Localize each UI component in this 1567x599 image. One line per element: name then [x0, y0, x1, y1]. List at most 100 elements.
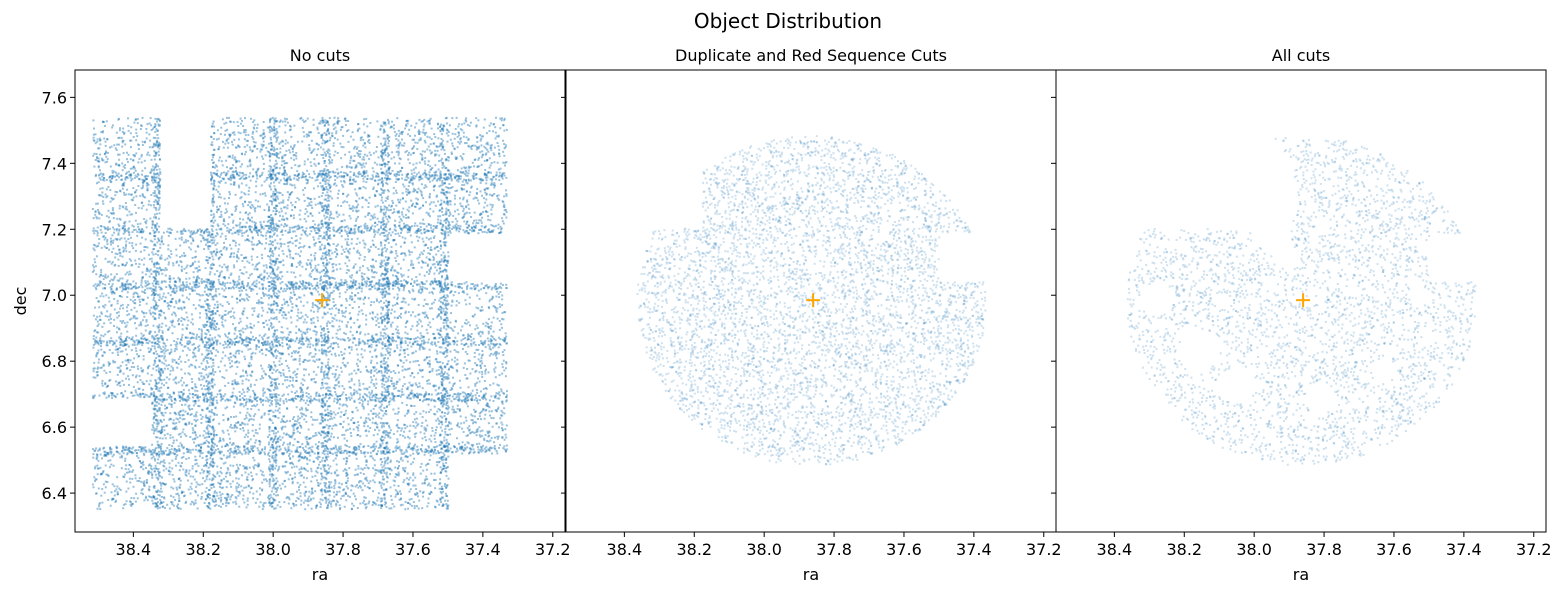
- data-point: [447, 504, 450, 507]
- scatter-points: [91, 116, 508, 511]
- data-point: [205, 475, 208, 478]
- data-point: [453, 349, 456, 351]
- data-point: [317, 484, 320, 487]
- data-point: [395, 449, 397, 452]
- data-point: [282, 372, 285, 375]
- data-point: [307, 259, 310, 261]
- data-point: [323, 121, 326, 124]
- data-point: [489, 178, 492, 181]
- data-point: [270, 141, 273, 144]
- data-point: [484, 451, 487, 453]
- data-point: [359, 173, 362, 175]
- data-point: [92, 395, 95, 398]
- data-point: [384, 154, 387, 157]
- data-point: [256, 232, 259, 234]
- data-point: [470, 145, 473, 147]
- data-point: [154, 342, 157, 345]
- data-point: [275, 491, 278, 493]
- data-point: [468, 124, 471, 127]
- data-point: [284, 229, 287, 232]
- data-point: [485, 408, 488, 411]
- data-point: [306, 331, 309, 334]
- data-point: [396, 325, 399, 328]
- data-point: [437, 368, 440, 371]
- data-point: [277, 437, 280, 440]
- data-point: [453, 408, 455, 411]
- data-point: [374, 399, 377, 402]
- data-point: [480, 212, 483, 215]
- data-point: [473, 341, 476, 344]
- data-point: [257, 315, 260, 318]
- data-point: [212, 446, 215, 449]
- data-point: [480, 446, 483, 449]
- data-point: [168, 277, 171, 280]
- data-point: [274, 387, 277, 390]
- data-point: [383, 429, 386, 432]
- data-point: [161, 426, 164, 428]
- data-point: [245, 297, 248, 300]
- data-point: [218, 264, 221, 267]
- data-point: [243, 231, 246, 234]
- data-point: [304, 332, 307, 335]
- data-point: [157, 250, 160, 253]
- data-point: [122, 246, 125, 249]
- data-point: [211, 219, 214, 222]
- data-point: [413, 280, 416, 283]
- data-point: [301, 394, 304, 396]
- data-point: [149, 268, 152, 271]
- data-point: [163, 461, 166, 464]
- data-point: [396, 344, 399, 347]
- data-point: [456, 343, 459, 346]
- data-point: [432, 287, 435, 290]
- data-point: [132, 165, 135, 168]
- data-point: [462, 334, 465, 337]
- data-point: [137, 340, 140, 343]
- data-point: [288, 226, 291, 229]
- data-point: [261, 481, 264, 484]
- data-point: [226, 172, 229, 175]
- data-point: [211, 295, 214, 298]
- data-point: [427, 252, 430, 255]
- data-point: [322, 206, 325, 209]
- data-point: [150, 453, 152, 456]
- data-point: [392, 479, 395, 482]
- data-point: [326, 221, 329, 224]
- data-point: [238, 483, 240, 486]
- data-point: [409, 476, 412, 479]
- data-point: [386, 306, 389, 309]
- data-point: [281, 465, 284, 468]
- data-point: [363, 158, 366, 161]
- data-point: [243, 307, 246, 310]
- data-point: [377, 248, 380, 250]
- data-point: [214, 336, 217, 339]
- data-point: [233, 138, 236, 141]
- data-point: [144, 289, 146, 292]
- data-point: [210, 408, 213, 411]
- data-point: [104, 453, 107, 456]
- data-point: [117, 258, 120, 261]
- data-point: [350, 346, 353, 349]
- data-point: [148, 154, 151, 157]
- data-point: [424, 173, 427, 176]
- data-point: [142, 179, 145, 182]
- data-point: [210, 391, 213, 394]
- data-point: [367, 277, 370, 280]
- data-point: [422, 339, 425, 342]
- data-point: [380, 164, 383, 167]
- data-point: [449, 176, 452, 179]
- data-point: [261, 155, 263, 158]
- data-point: [228, 342, 231, 345]
- data-point: [331, 452, 334, 455]
- data-point: [384, 362, 387, 365]
- data-point: [480, 342, 483, 345]
- data-point: [274, 199, 277, 202]
- data-point: [378, 412, 381, 415]
- data-point: [160, 429, 163, 432]
- data-point: [345, 397, 348, 400]
- data-point: [129, 369, 132, 372]
- data-point: [442, 397, 445, 400]
- data-point: [216, 129, 219, 132]
- data-point: [353, 155, 356, 157]
- data-point: [347, 231, 350, 234]
- data-point: [232, 464, 235, 467]
